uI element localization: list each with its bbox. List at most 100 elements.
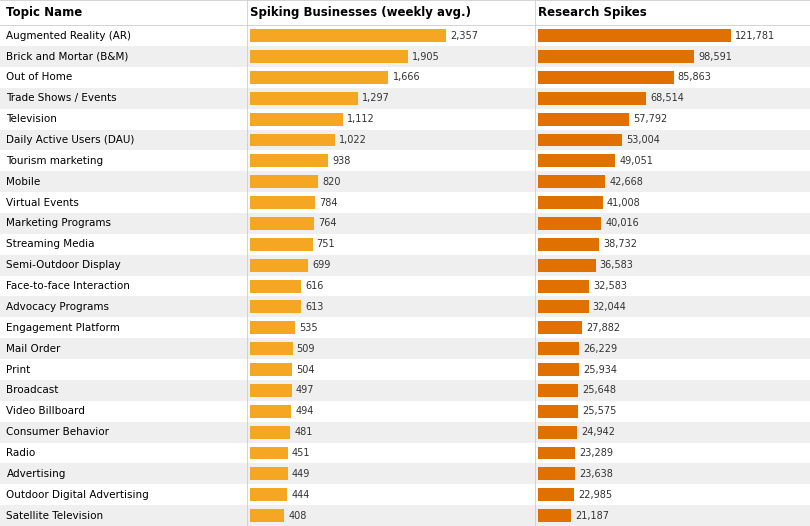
Text: 21,187: 21,187 [575, 511, 609, 521]
Text: 535: 535 [299, 323, 318, 333]
Bar [538, 488, 574, 501]
Bar [538, 155, 616, 167]
Text: Advertising: Advertising [6, 469, 66, 479]
Text: 2,357: 2,357 [450, 31, 478, 41]
Text: 38,732: 38,732 [603, 239, 637, 249]
Bar [0, 234, 810, 255]
Text: Print: Print [6, 365, 31, 375]
Text: 36,583: 36,583 [599, 260, 633, 270]
Text: Marketing Programs: Marketing Programs [6, 218, 112, 228]
Text: Face-to-face Interaction: Face-to-face Interaction [6, 281, 130, 291]
Bar [0, 150, 810, 171]
Text: 23,638: 23,638 [579, 469, 613, 479]
Bar [538, 217, 601, 230]
Text: 27,882: 27,882 [586, 323, 620, 333]
Bar [538, 196, 603, 209]
Text: Out of Home: Out of Home [6, 73, 73, 83]
Bar [250, 50, 408, 63]
Text: Streaming Media: Streaming Media [6, 239, 95, 249]
Text: Satellite Television: Satellite Television [6, 511, 104, 521]
Bar [538, 238, 599, 251]
Bar [0, 171, 810, 192]
Text: 938: 938 [332, 156, 351, 166]
Text: Semi-Outdoor Display: Semi-Outdoor Display [6, 260, 122, 270]
Text: Engagement Platform: Engagement Platform [6, 323, 121, 333]
Text: 41,008: 41,008 [607, 198, 641, 208]
Text: 444: 444 [291, 490, 309, 500]
Text: 820: 820 [322, 177, 341, 187]
Bar [250, 488, 287, 501]
Bar [250, 509, 284, 522]
Text: 451: 451 [292, 448, 310, 458]
Text: 26,229: 26,229 [583, 343, 617, 353]
Text: 509: 509 [296, 343, 315, 353]
Bar [0, 88, 810, 109]
Bar [538, 342, 579, 355]
Bar [538, 509, 571, 522]
Bar [0, 276, 810, 297]
Text: 121,781: 121,781 [735, 31, 775, 41]
Bar [538, 71, 674, 84]
Bar [0, 505, 810, 526]
Bar [250, 384, 292, 397]
Text: 23,289: 23,289 [579, 448, 612, 458]
Text: Outdoor Digital Advertising: Outdoor Digital Advertising [6, 490, 149, 500]
Bar [0, 255, 810, 276]
Bar [538, 280, 590, 292]
Text: 494: 494 [296, 406, 313, 416]
Bar [538, 468, 575, 480]
Text: Mobile: Mobile [6, 177, 40, 187]
Text: 449: 449 [292, 469, 310, 479]
Bar [250, 29, 446, 42]
Bar [250, 113, 343, 126]
Bar [538, 50, 694, 63]
Bar [538, 300, 589, 313]
Text: 32,044: 32,044 [593, 302, 626, 312]
Bar [0, 192, 810, 213]
Bar [0, 109, 810, 129]
Text: Television: Television [6, 114, 58, 124]
Bar [538, 134, 622, 146]
Bar [538, 426, 578, 439]
Bar [250, 92, 358, 105]
Bar [0, 25, 810, 46]
Text: Brick and Mortar (B&M): Brick and Mortar (B&M) [6, 52, 129, 62]
Bar [0, 67, 810, 88]
Text: Broadcast: Broadcast [6, 386, 59, 396]
Bar [538, 384, 578, 397]
Text: 764: 764 [318, 218, 336, 228]
Text: 751: 751 [317, 239, 335, 249]
Bar [538, 175, 605, 188]
Text: 1,112: 1,112 [347, 114, 374, 124]
Text: 1,297: 1,297 [362, 93, 390, 103]
Text: 49,051: 49,051 [620, 156, 654, 166]
Text: 25,934: 25,934 [583, 365, 617, 375]
Text: 98,591: 98,591 [698, 52, 732, 62]
Text: 481: 481 [294, 427, 313, 437]
Text: Spiking Businesses (weekly avg.): Spiking Businesses (weekly avg.) [250, 6, 471, 19]
Bar [250, 363, 292, 376]
Bar [250, 300, 301, 313]
Text: Advocacy Programs: Advocacy Programs [6, 302, 109, 312]
Bar [0, 213, 810, 234]
Text: 32,583: 32,583 [594, 281, 628, 291]
Bar [0, 46, 810, 67]
Bar [250, 217, 313, 230]
Text: 42,668: 42,668 [609, 177, 643, 187]
Bar [250, 196, 315, 209]
Text: 504: 504 [296, 365, 314, 375]
Bar [250, 280, 301, 292]
Bar [250, 468, 288, 480]
Text: 497: 497 [296, 386, 314, 396]
Text: Mail Order: Mail Order [6, 343, 61, 353]
Bar [538, 447, 575, 459]
Text: 1,666: 1,666 [393, 73, 420, 83]
Text: 1,022: 1,022 [339, 135, 367, 145]
Text: Research Spikes: Research Spikes [538, 6, 646, 19]
Text: Augmented Reality (AR): Augmented Reality (AR) [6, 31, 131, 41]
Bar [250, 259, 309, 271]
Bar [538, 113, 629, 126]
Bar [0, 442, 810, 463]
Bar [250, 175, 318, 188]
Bar [0, 129, 810, 150]
